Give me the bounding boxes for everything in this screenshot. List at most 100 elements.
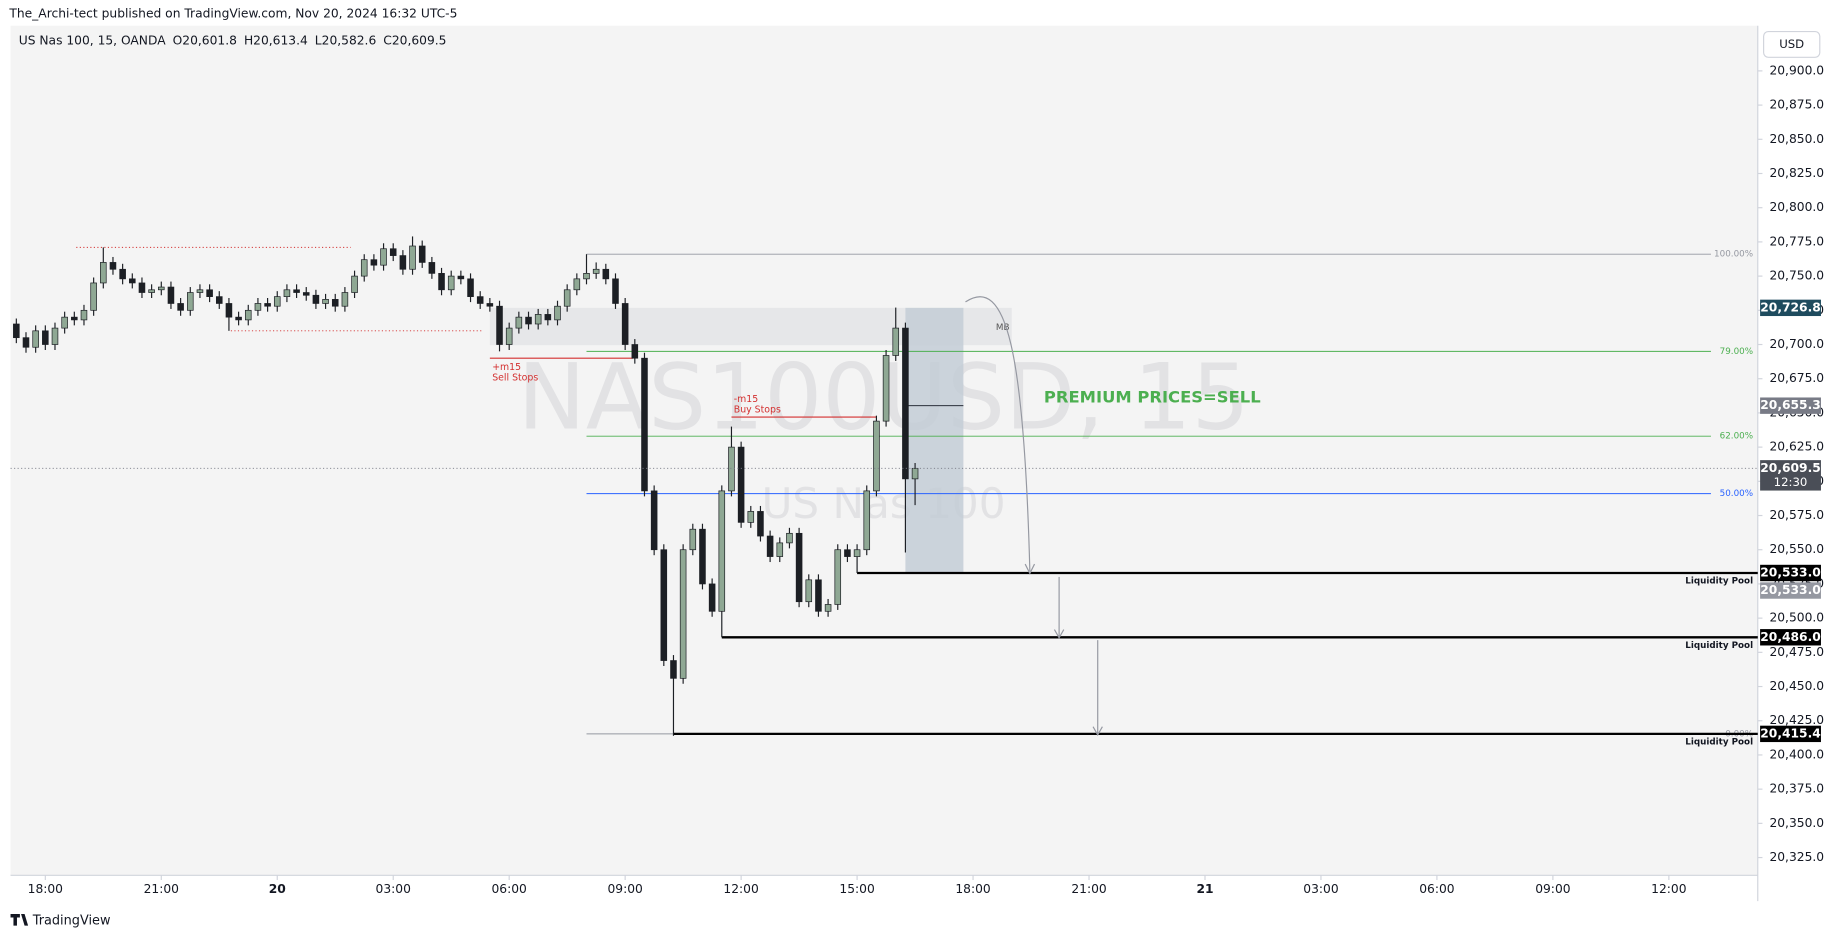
candle-body: [51, 327, 59, 345]
footer-text: TradingView: [32, 913, 111, 928]
stop-note: Buy Stops: [734, 405, 781, 416]
currency-button[interactable]: [1763, 31, 1821, 58]
candle-body: [90, 282, 97, 311]
candle-body: [670, 660, 677, 679]
candle-body: [293, 289, 300, 293]
y-tick-label: 20,475.0: [1769, 645, 1824, 659]
candle-body: [766, 535, 774, 557]
y-tick-label: 20,850.0: [1769, 132, 1824, 146]
premium-annotation: PREMIUM PRICES=SELL: [1044, 387, 1261, 406]
candle-body: [641, 357, 648, 492]
watermark-sub: US Nas 100: [762, 479, 1006, 528]
candle-body: [389, 248, 397, 256]
y-tick-label: 20,375.0: [1769, 782, 1824, 796]
candle-body: [351, 275, 358, 293]
candle-body: [312, 294, 320, 304]
x-tick-label: 03:00: [1303, 882, 1338, 896]
x-tick-label: 18:00: [28, 882, 63, 896]
candle-body: [409, 245, 416, 270]
candle-body: [283, 289, 291, 297]
x-tick-label: 21:00: [1071, 882, 1106, 896]
high-value: H20,613.4: [244, 33, 308, 47]
candle-body: [264, 303, 271, 307]
mb-label: MB: [996, 323, 1010, 333]
candle-body: [331, 299, 339, 307]
candle-body: [254, 303, 262, 311]
published-line: The_Archi-tect published on TradingView.…: [8, 7, 457, 21]
candle-body: [525, 316, 532, 325]
candle-body: [447, 275, 455, 291]
arrow-head: [1024, 563, 1036, 575]
candle-body: [882, 355, 890, 422]
x-tick-label: 09:00: [607, 882, 642, 896]
price-label-bg: [1760, 629, 1821, 646]
y-tick-label: 20,800.0: [1769, 200, 1824, 214]
candle-body: [505, 327, 513, 345]
y-tick-label: 20,825.0: [1769, 166, 1824, 180]
price-label-bg: [1760, 582, 1821, 599]
candle-body: [148, 289, 155, 293]
candle-body: [621, 303, 629, 345]
candle-body: [786, 532, 793, 544]
liquidity-label: Liquidity Pool: [1685, 738, 1753, 748]
candle-body: [42, 330, 49, 345]
x-tick-label: 09:00: [1535, 882, 1570, 896]
candle-body: [583, 273, 590, 280]
x-tick-label: 12:00: [1651, 882, 1686, 896]
candle-body: [322, 299, 329, 304]
price-label-bg: [1760, 725, 1821, 743]
candle-body: [206, 289, 213, 297]
y-tick-label: 20,400.0: [1769, 747, 1824, 761]
candle-body: [689, 528, 697, 551]
y-tick-label: 20,325.0: [1769, 850, 1824, 864]
candle-body: [602, 268, 610, 280]
low-value: L20,582.6: [315, 33, 377, 47]
candle-body: [32, 330, 39, 348]
candle-body: [109, 262, 117, 270]
x-tick-label: 12:00: [723, 882, 758, 896]
candle-body: [815, 579, 822, 612]
price-label: 20,655.3: [1760, 398, 1821, 412]
countdown: 12:30: [1774, 475, 1808, 489]
candle-body: [360, 259, 368, 277]
candle-body: [863, 490, 871, 551]
candle-body: [235, 316, 242, 321]
candle-body: [341, 292, 349, 307]
candle-body: [708, 583, 716, 612]
candle-body: [467, 278, 474, 297]
y-tick-label: 20,575.0: [1769, 508, 1824, 522]
x-tick-label: 18:00: [955, 882, 990, 896]
liquidity-label: Liquidity Pool: [1685, 641, 1753, 651]
y-tick-label: 20,700.0: [1769, 337, 1824, 351]
liquidity-label: Liquidity Pool: [1685, 577, 1753, 587]
candle-body: [476, 296, 484, 304]
candle-body: [612, 278, 619, 304]
candle-body: [129, 278, 136, 284]
candle-body: [592, 268, 600, 274]
candle-body: [22, 337, 30, 348]
candle-body: [138, 282, 146, 293]
y-tick-label: 20,750.0: [1769, 269, 1824, 283]
candle-body: [699, 528, 706, 585]
y-tick-label: 20,900.0: [1769, 63, 1824, 77]
fib-label: 50.00%: [1720, 489, 1753, 499]
candle-body: [167, 286, 175, 304]
price-label: 20,533.0: [1760, 565, 1821, 579]
candle-body: [728, 446, 735, 492]
candle-body: [795, 532, 803, 603]
candle-body: [844, 549, 851, 557]
footer-logo: TradingView: [10, 913, 111, 928]
y-tick-label: 20,675.0: [1769, 371, 1824, 385]
candle-body: [428, 262, 436, 274]
candle-body: [679, 549, 687, 679]
open-value: O20,601.8: [173, 33, 237, 47]
candle-body: [486, 303, 494, 307]
price-label-bg: [1760, 564, 1821, 582]
symbol-legend: US Nas 100, 15, OANDA O20,601.8 H20,613.…: [19, 33, 447, 47]
candle-body: [573, 278, 581, 291]
candle-body: [225, 303, 233, 318]
arrow-head: [1092, 726, 1103, 737]
currency-label[interactable]: USD: [1779, 37, 1804, 51]
arrow-head: [1053, 629, 1065, 639]
